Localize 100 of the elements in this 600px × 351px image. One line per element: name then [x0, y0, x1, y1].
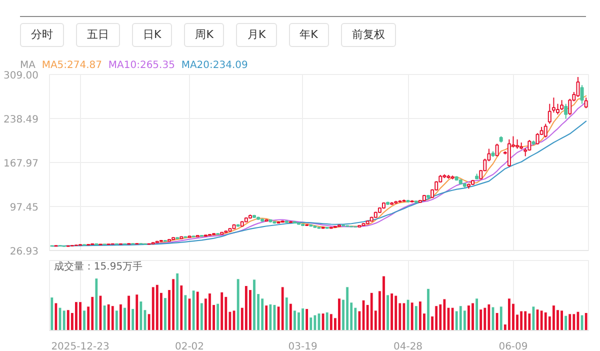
bar	[362, 300, 366, 330]
bar	[301, 308, 305, 330]
bar	[536, 309, 540, 330]
bar	[325, 312, 329, 330]
text: 五日	[76, 23, 120, 47]
text: 前复权	[340, 23, 396, 47]
candlestick	[560, 100, 564, 111]
bar	[50, 296, 54, 330]
line-series	[51, 120, 587, 247]
text: 成交量：15.95万手	[54, 260, 143, 273]
bar	[106, 304, 110, 330]
bar	[196, 291, 200, 330]
bar	[62, 310, 66, 330]
bar	[467, 305, 470, 330]
bar	[584, 312, 588, 330]
bar	[74, 302, 78, 330]
candlestick	[556, 103, 560, 115]
bar	[272, 304, 276, 330]
bar	[450, 307, 454, 330]
candlestick	[584, 97, 588, 109]
bar	[346, 286, 350, 330]
candlestick	[516, 138, 520, 150]
bar	[192, 290, 196, 330]
bar	[252, 279, 256, 330]
bar	[236, 278, 240, 330]
bar	[406, 299, 410, 330]
bar	[155, 284, 159, 330]
bar	[313, 314, 317, 330]
candlestick	[576, 76, 580, 98]
text: 月K	[236, 23, 277, 47]
bar	[370, 292, 374, 330]
bar	[244, 285, 248, 330]
bar	[176, 272, 180, 330]
bar	[572, 314, 576, 330]
y-tick-label: 26.93	[10, 246, 39, 258]
bar	[580, 314, 584, 330]
x-tick-label: 02-02	[174, 342, 204, 351]
bar	[110, 306, 114, 330]
bar	[552, 305, 556, 330]
bar	[418, 300, 422, 330]
bar	[576, 311, 580, 330]
bar	[94, 278, 98, 330]
bar	[329, 314, 333, 330]
text: 年K	[288, 23, 329, 47]
bar	[540, 310, 544, 330]
bar	[491, 306, 495, 330]
text: 周K	[184, 23, 224, 47]
bar	[394, 295, 398, 330]
bar	[568, 314, 572, 330]
text: MA10:265.35	[108, 60, 175, 71]
text: MA5:274.87	[42, 60, 102, 71]
bar	[297, 312, 300, 330]
bar	[78, 302, 82, 330]
x-tick-label: 04-28	[393, 342, 423, 351]
bar	[390, 292, 394, 330]
bar	[151, 286, 155, 330]
y-tick-label: 238.49	[4, 114, 39, 126]
y-tick-label: 167.97	[4, 158, 39, 170]
y-tick-label: 97.45	[10, 202, 39, 214]
bar	[402, 302, 406, 330]
bar	[458, 306, 462, 330]
bar	[560, 310, 564, 330]
text: MA20:234.09	[181, 60, 248, 71]
bar	[487, 304, 491, 330]
x-tick-label: 03-19	[288, 342, 318, 351]
bar	[426, 288, 430, 330]
bar	[305, 308, 309, 330]
x-tick-label: 06-09	[498, 342, 528, 351]
bar	[499, 306, 503, 330]
y-tick-label: 309.00	[4, 70, 39, 82]
bar	[442, 298, 446, 330]
bar	[410, 302, 414, 330]
candlestick	[580, 84, 584, 104]
bar	[119, 304, 122, 330]
bar	[524, 310, 528, 330]
text: 分时	[20, 23, 64, 47]
bar	[135, 294, 139, 330]
bar	[338, 298, 341, 330]
bar	[483, 307, 487, 330]
bar	[208, 292, 212, 330]
bar	[507, 298, 511, 330]
candlestick	[544, 123, 548, 138]
candlestick	[507, 138, 511, 168]
bar	[321, 313, 325, 330]
bar	[280, 286, 284, 330]
bar	[520, 310, 524, 330]
candlestick	[568, 98, 572, 116]
bar	[317, 313, 321, 330]
candlestick	[495, 143, 499, 157]
bar	[220, 292, 224, 330]
bar	[268, 304, 272, 330]
bar	[66, 310, 70, 330]
bar	[434, 306, 438, 330]
x-tick-label: 2025-12-23	[51, 342, 110, 351]
bar	[532, 306, 536, 330]
candlestick	[536, 132, 540, 145]
legend-title: MA	[20, 60, 36, 71]
bar	[127, 295, 131, 330]
candlestick	[564, 103, 568, 120]
text: 日K	[132, 23, 172, 47]
